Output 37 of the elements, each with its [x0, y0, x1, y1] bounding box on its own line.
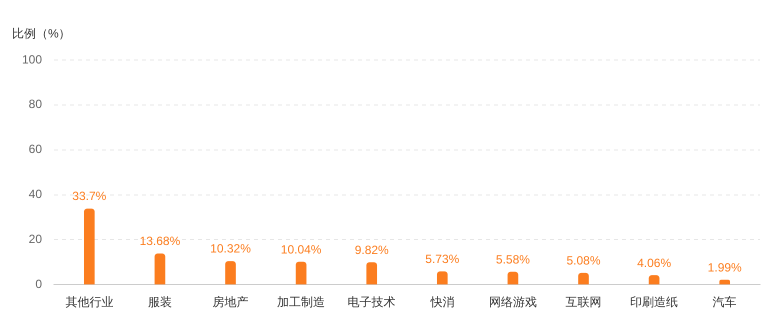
y-tick-label: 20 [28, 232, 42, 246]
x-tick-label: 汽车 [712, 295, 737, 310]
data-label: 5.73% [425, 252, 460, 266]
bar [225, 261, 236, 284]
data-label: 4.06% [637, 256, 672, 270]
bar [366, 262, 378, 284]
bar [648, 275, 660, 284]
bar [296, 262, 306, 284]
data-label: 1.99% [708, 260, 742, 274]
data-label: 13.68% [140, 234, 181, 248]
data-label: 5.58% [496, 252, 530, 266]
x-tick-label: 互联网 [566, 295, 602, 310]
x-tick-label: 服装 [148, 295, 172, 310]
bar [719, 280, 730, 284]
bar [578, 272, 589, 284]
bar [508, 272, 518, 284]
x-tick-label: 电子技术 [348, 295, 396, 310]
y-axis-title: 比例（%） [12, 26, 71, 40]
data-label: 5.08% [566, 254, 601, 268]
y-tick-label: 80 [28, 97, 42, 112]
data-label: 10.32% [210, 242, 252, 256]
x-tick-label: 房地产 [212, 295, 249, 310]
y-tick-label: 40 [28, 187, 42, 202]
data-label: 33.7% [72, 189, 107, 204]
x-tick-label: 其他行业 [65, 295, 114, 310]
bar [154, 254, 166, 284]
data-label: 10.04% [280, 242, 322, 256]
x-tick-label: 快消 [429, 295, 454, 310]
y-tick-label: 100 [22, 52, 42, 66]
y-tick-label: 0 [35, 276, 42, 291]
y-tick-label: 60 [28, 142, 42, 156]
bar [84, 208, 95, 284]
x-tick-label: 网络游戏 [488, 295, 537, 310]
bar [436, 271, 448, 284]
x-tick-label: 印刷造纸 [630, 295, 678, 310]
x-tick-label: 加工制造 [277, 295, 326, 310]
data-label: 9.82% [354, 242, 390, 257]
